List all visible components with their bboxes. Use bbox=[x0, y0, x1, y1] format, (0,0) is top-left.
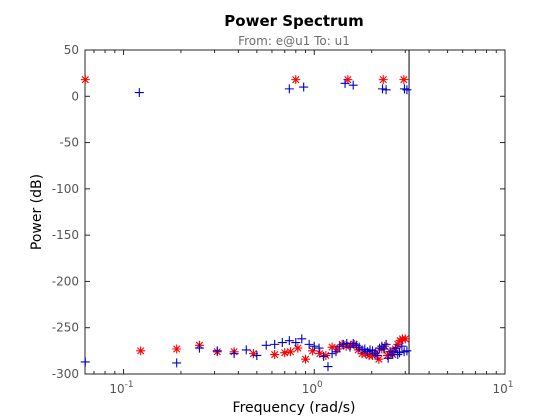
data-point-asterisk bbox=[136, 346, 146, 356]
data-point-plus bbox=[80, 357, 90, 367]
data-point-asterisk bbox=[371, 348, 381, 358]
data-point-plus bbox=[383, 353, 393, 363]
data-point-plus bbox=[379, 344, 389, 354]
data-point-asterisk bbox=[248, 349, 258, 359]
data-point-asterisk bbox=[270, 350, 280, 360]
x-tick-label: 100 bbox=[302, 380, 323, 396]
data-point-plus bbox=[391, 343, 401, 353]
data-point-asterisk bbox=[378, 75, 388, 85]
data-point-asterisk bbox=[293, 343, 303, 353]
data-point-asterisk bbox=[341, 341, 351, 351]
chart-subtitle: From: e@u1 To: u1 bbox=[238, 34, 350, 48]
data-point-plus bbox=[252, 350, 262, 360]
x-tick-label-base: 10 bbox=[302, 382, 317, 396]
data-point-plus bbox=[323, 362, 333, 372]
data-point-plus bbox=[395, 348, 405, 358]
data-point-plus bbox=[331, 347, 341, 357]
data-point-asterisk bbox=[393, 339, 403, 349]
data-point-plus bbox=[172, 358, 182, 368]
data-point-plus bbox=[304, 339, 314, 349]
data-point-asterisk bbox=[321, 350, 331, 360]
series-1 bbox=[80, 78, 412, 372]
data-point-plus bbox=[340, 78, 350, 88]
data-point-asterisk bbox=[361, 349, 371, 359]
data-point-asterisk bbox=[374, 354, 384, 364]
data-point-asterisk bbox=[382, 350, 392, 360]
data-point-plus bbox=[261, 340, 271, 350]
data-point-plus bbox=[327, 349, 337, 359]
data-point-asterisk bbox=[390, 344, 400, 354]
y-tick-label: -200 bbox=[52, 274, 79, 288]
y-tick-label: 50 bbox=[64, 43, 79, 57]
data-point-asterisk bbox=[308, 346, 318, 356]
y-tick-label: -50 bbox=[59, 136, 79, 150]
data-point-asterisk bbox=[400, 334, 410, 344]
data-point-asterisk bbox=[399, 75, 409, 85]
x-tick-label-exponent: 0 bbox=[317, 380, 323, 390]
y-tick-label: -300 bbox=[52, 367, 79, 381]
data-point-asterisk bbox=[280, 348, 290, 358]
data-point-plus bbox=[270, 339, 280, 349]
data-point-plus bbox=[297, 334, 307, 344]
x-tick-label-exponent: -1 bbox=[125, 380, 134, 390]
data-point-plus bbox=[393, 350, 403, 360]
data-marks-layer bbox=[80, 75, 412, 372]
chart-title: Power Spectrum bbox=[224, 12, 363, 30]
data-point-asterisk bbox=[301, 354, 311, 364]
data-point-asterisk bbox=[327, 342, 337, 352]
data-point-plus bbox=[402, 346, 412, 356]
data-point-asterisk bbox=[343, 75, 353, 85]
data-point-plus bbox=[319, 351, 329, 361]
data-point-plus bbox=[299, 82, 309, 92]
data-point-plus bbox=[134, 88, 144, 98]
data-point-plus bbox=[277, 338, 287, 348]
plot-area bbox=[84, 49, 506, 375]
y-tick-label: 0 bbox=[71, 89, 79, 103]
data-point-asterisk bbox=[285, 347, 295, 357]
data-point-plus bbox=[291, 338, 301, 348]
data-point-asterisk bbox=[80, 75, 90, 85]
data-point-asterisk bbox=[172, 344, 182, 354]
y-tick-label: -250 bbox=[52, 321, 79, 335]
data-point-plus bbox=[194, 343, 204, 353]
data-point-asterisk bbox=[332, 344, 342, 354]
data-point-asterisk bbox=[291, 75, 301, 85]
data-point-plus bbox=[284, 84, 294, 94]
x-tick-label-base: 10 bbox=[492, 382, 507, 396]
x-axis-label: Frequency (rad/s) bbox=[233, 400, 356, 416]
y-tick-label: -100 bbox=[52, 182, 79, 196]
data-point-plus bbox=[381, 339, 391, 349]
data-point-plus bbox=[335, 341, 345, 351]
x-tick-label-exponent: 1 bbox=[508, 380, 514, 390]
data-point-plus bbox=[402, 85, 412, 95]
data-point-plus bbox=[378, 84, 388, 94]
data-point-plus bbox=[284, 336, 294, 346]
data-point-plus bbox=[375, 343, 385, 353]
data-point-asterisk bbox=[349, 339, 359, 349]
data-point-plus bbox=[348, 80, 358, 90]
data-point-plus bbox=[372, 350, 382, 360]
x-tick-label: 10-1 bbox=[109, 380, 133, 396]
data-point-plus bbox=[381, 85, 391, 95]
data-point-plus bbox=[314, 343, 324, 353]
y-axis-label: Power (dB) bbox=[29, 174, 45, 250]
data-point-plus bbox=[309, 341, 319, 351]
y-tick-label: -150 bbox=[52, 228, 79, 242]
data-point-plus bbox=[370, 349, 380, 359]
data-point-plus bbox=[229, 349, 239, 359]
x-tick-label: 101 bbox=[492, 380, 513, 396]
data-point-plus bbox=[212, 346, 222, 356]
data-point-plus bbox=[241, 345, 251, 355]
data-point-plus bbox=[397, 341, 407, 351]
data-point-asterisk bbox=[315, 349, 325, 359]
x-tick-label-base: 10 bbox=[109, 382, 124, 396]
